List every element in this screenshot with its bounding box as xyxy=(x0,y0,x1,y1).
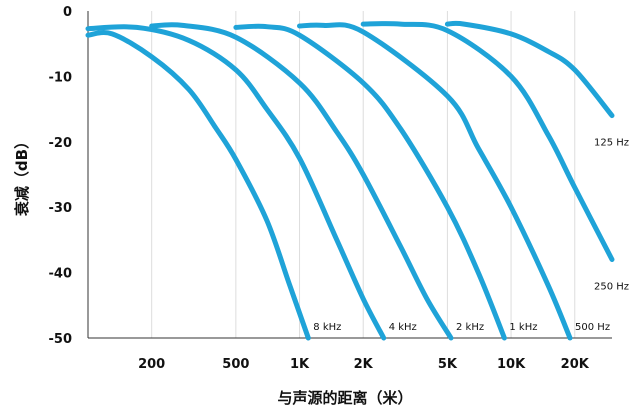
series-label-4-khz: 4 kHz xyxy=(389,322,417,333)
series-label-500-hz: 500 Hz xyxy=(575,322,610,333)
series-label-250-hz: 250 Hz xyxy=(594,282,629,293)
x-tick-label-500: 500 xyxy=(222,357,249,372)
series-line-500-hz xyxy=(297,22,573,341)
series-label-125-hz: 125 Hz xyxy=(594,138,629,149)
y-tick-label-40: -40 xyxy=(49,267,73,282)
y-axis-title: 衰减（dB） xyxy=(13,134,31,217)
x-tick-label-5k: 5K xyxy=(438,357,458,372)
y-tick-label-30: -30 xyxy=(49,201,73,216)
series-line-4-khz xyxy=(85,24,387,341)
series-label-2-khz: 2 kHz xyxy=(456,322,484,333)
grid-layer xyxy=(151,11,576,338)
series-layer xyxy=(85,20,615,341)
series-line-2-khz xyxy=(149,22,454,341)
x-tick-label-2k: 2K xyxy=(354,357,374,372)
series-line-1-khz xyxy=(233,23,507,341)
series-label-8-khz: 8 kHz xyxy=(313,322,341,333)
x-tick-label-20k: 20K xyxy=(561,357,590,372)
x-tick-label-1k: 1K xyxy=(290,357,310,372)
y-tick-label-0: 0 xyxy=(63,5,72,20)
y-tick-label-20: -20 xyxy=(49,136,73,151)
x-tick-label-200: 200 xyxy=(138,357,165,372)
series-line-8-khz xyxy=(85,30,311,341)
series-line-250-hz xyxy=(360,21,615,262)
y-tick-label-10: -10 xyxy=(49,70,73,85)
y-tick-label-50: -50 xyxy=(49,332,73,347)
x-tick-label-10k: 10K xyxy=(497,357,526,372)
label-layer: 8 kHz 4 kHz 2 kHz 1 kHz 500 Hz 250 Hz 125 Hz xyxy=(313,138,629,333)
x-axis-title: 与声源的距离（米） xyxy=(277,389,412,407)
axis-layer: 200 500 1K 2K 5K 10K 20K 0 -10 -20 -30 -40 -50 xyxy=(49,5,612,372)
series-label-1-khz: 1 kHz xyxy=(509,322,537,333)
series-line-125-hz xyxy=(444,20,615,119)
